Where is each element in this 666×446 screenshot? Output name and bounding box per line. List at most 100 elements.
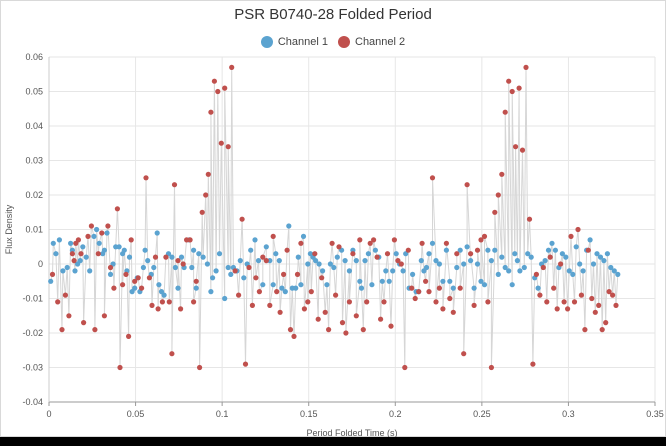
data-point[interactable] — [116, 244, 122, 250]
data-point[interactable] — [535, 285, 541, 291]
data-point[interactable] — [210, 275, 216, 281]
data-point[interactable] — [75, 237, 81, 243]
data-point[interactable] — [545, 247, 552, 253]
data-point[interactable] — [530, 361, 536, 367]
data-point[interactable] — [101, 247, 107, 253]
data-point[interactable] — [193, 278, 199, 284]
data-point[interactable] — [126, 333, 132, 339]
data-point[interactable] — [343, 330, 349, 336]
data-point[interactable] — [544, 299, 550, 305]
data-point[interactable] — [506, 78, 512, 84]
data-point[interactable] — [433, 258, 439, 264]
data-point[interactable] — [151, 264, 157, 271]
data-point[interactable] — [590, 261, 597, 267]
data-point[interactable] — [478, 278, 484, 284]
data-point[interactable] — [599, 327, 605, 333]
data-point[interactable] — [298, 240, 304, 246]
data-point[interactable] — [77, 258, 83, 264]
data-point[interactable] — [282, 289, 288, 295]
data-point[interactable] — [215, 88, 221, 95]
data-point[interactable] — [169, 351, 175, 357]
data-point[interactable] — [312, 251, 318, 257]
data-point[interactable] — [481, 233, 488, 239]
data-point[interactable] — [329, 240, 335, 246]
data-point[interactable] — [461, 351, 467, 357]
data-point[interactable] — [502, 264, 508, 271]
data-point[interactable] — [114, 206, 120, 212]
data-point[interactable] — [552, 247, 559, 253]
data-point[interactable] — [196, 251, 202, 257]
data-point[interactable] — [139, 285, 145, 291]
data-point[interactable] — [66, 313, 72, 319]
data-point[interactable] — [426, 289, 432, 295]
data-point[interactable] — [180, 261, 186, 267]
data-point[interactable] — [423, 264, 430, 271]
data-point[interactable] — [155, 306, 161, 312]
data-point[interactable] — [516, 85, 522, 91]
data-point[interactable] — [305, 261, 311, 267]
data-point[interactable] — [360, 327, 366, 333]
data-point[interactable] — [457, 285, 463, 291]
data-point[interactable] — [191, 299, 197, 305]
data-point[interactable] — [121, 247, 127, 253]
data-point[interactable] — [346, 268, 352, 274]
data-point[interactable] — [274, 289, 280, 295]
data-point[interactable] — [88, 223, 94, 229]
data-point[interactable] — [273, 251, 279, 257]
data-point[interactable] — [350, 251, 356, 257]
data-point[interactable] — [405, 247, 411, 253]
data-point[interactable] — [371, 237, 377, 243]
data-point[interactable] — [53, 251, 59, 257]
data-point[interactable] — [342, 258, 348, 264]
data-point[interactable] — [193, 285, 199, 291]
data-point[interactable] — [331, 264, 337, 271]
data-point[interactable] — [132, 285, 138, 291]
data-point[interactable] — [433, 299, 439, 305]
data-point[interactable] — [146, 275, 152, 281]
data-point[interactable] — [72, 268, 78, 274]
data-point[interactable] — [440, 306, 446, 312]
data-point[interactable] — [418, 258, 424, 264]
data-point[interactable] — [277, 309, 283, 315]
data-point[interactable] — [95, 251, 101, 257]
data-point[interactable] — [208, 109, 214, 115]
data-point[interactable] — [333, 292, 339, 298]
data-point[interactable] — [59, 327, 65, 333]
data-point[interactable] — [474, 261, 481, 267]
data-point[interactable] — [276, 258, 282, 264]
data-point[interactable] — [327, 261, 333, 267]
data-point[interactable] — [577, 261, 583, 267]
data-point[interactable] — [171, 182, 178, 188]
data-point[interactable] — [592, 309, 598, 315]
data-point[interactable] — [575, 226, 581, 233]
data-point[interactable] — [495, 271, 501, 277]
data-point[interactable] — [492, 247, 498, 253]
data-point[interactable] — [570, 271, 576, 277]
data-point[interactable] — [324, 282, 330, 288]
data-point[interactable] — [440, 278, 446, 284]
data-point[interactable] — [205, 171, 211, 177]
data-point[interactable] — [468, 251, 474, 257]
data-point[interactable] — [301, 306, 307, 312]
data-point[interactable] — [379, 278, 385, 284]
data-point[interactable] — [547, 254, 553, 260]
data-point[interactable] — [502, 109, 508, 115]
data-point[interactable] — [120, 282, 126, 288]
data-point[interactable] — [71, 258, 77, 264]
data-point[interactable] — [135, 275, 141, 281]
data-point[interactable] — [242, 361, 249, 367]
data-point[interactable] — [256, 289, 262, 295]
data-point[interactable] — [78, 251, 84, 257]
data-point[interactable] — [149, 302, 155, 308]
data-point[interactable] — [339, 320, 346, 326]
data-point[interactable] — [471, 285, 477, 291]
data-point[interactable] — [152, 254, 159, 260]
data-point[interactable] — [270, 282, 276, 288]
data-point[interactable] — [521, 264, 527, 271]
data-point[interactable] — [537, 292, 543, 298]
data-point[interactable] — [464, 244, 470, 250]
data-point[interactable] — [603, 320, 609, 326]
data-point[interactable] — [549, 240, 555, 246]
data-point[interactable] — [308, 289, 314, 295]
data-point[interactable] — [279, 285, 285, 291]
